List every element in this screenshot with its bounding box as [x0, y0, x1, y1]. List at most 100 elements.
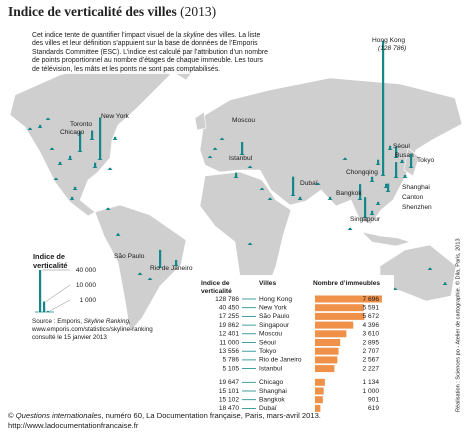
spike-base [147, 277, 153, 280]
spike-base [92, 165, 98, 168]
spike-base [89, 137, 95, 140]
legend-label: 1 000 [79, 297, 96, 304]
spike-base [173, 263, 179, 266]
city-label: Istanbul [229, 155, 253, 162]
spike-base [37, 125, 43, 128]
footer-url: http://www.ladocumentationfrancaise.fr [8, 421, 139, 430]
city-spike [91, 130, 94, 140]
legend-title: Indice de [33, 252, 65, 261]
city-name: Chicago [259, 379, 284, 386]
city-name: Bangkok [259, 396, 285, 403]
buildings-value: 4 396 [362, 322, 379, 329]
legend-label: 10 000 [76, 282, 97, 289]
city-name: Rio de Janeiro [259, 357, 302, 364]
spike-base [290, 193, 296, 196]
city-spike [359, 184, 362, 200]
city-label: Séoul [393, 143, 410, 150]
land [194, 111, 207, 131]
city-label: Chicago [60, 129, 85, 136]
city-label: Moscou [232, 117, 255, 124]
spike-base [207, 155, 213, 158]
spike-base [342, 157, 348, 160]
city-spike [377, 159, 380, 165]
index-value: 15 101 [219, 388, 240, 395]
legend-spike [47, 310, 50, 312]
buildings-bar [315, 378, 325, 386]
index-value: 128 786 [215, 296, 239, 303]
city-name: São Paulo [259, 313, 290, 320]
land [199, 77, 463, 225]
spike-base [105, 207, 111, 210]
city-name: Séoul [259, 339, 276, 346]
buildings-bar [315, 339, 341, 346]
spike-base [247, 242, 253, 245]
buildings-bar [315, 312, 365, 320]
buildings-value: 3 610 [362, 331, 379, 338]
spike-base [315, 182, 321, 185]
spike-base [393, 175, 399, 178]
footer: © Questions internationales, numéro 60, … [8, 411, 321, 431]
index-value: 19 647 [219, 379, 240, 386]
index-value: 5 786 [222, 357, 239, 364]
description-italic: skyline [183, 32, 205, 39]
city-label: São Paulo [114, 253, 145, 260]
city-label: Busan [395, 152, 414, 159]
spike-base [393, 155, 399, 158]
buildings-bar [315, 347, 339, 355]
city-label: Dubaï [300, 180, 318, 187]
spike-base [112, 137, 118, 140]
city-label: Shenzhen [402, 204, 432, 211]
index-value: 13 556 [219, 348, 240, 355]
city-name: Moscou [259, 331, 282, 338]
spike-base [327, 197, 333, 200]
index-value: 18 470 [219, 405, 240, 412]
spike-base [72, 187, 78, 190]
city-label: Tokyo [417, 157, 435, 164]
index-value: 40 450 [219, 304, 240, 311]
spike-base [385, 189, 391, 192]
legend-leader [49, 299, 71, 312]
buildings-value: 2 707 [362, 348, 379, 355]
city-spike [79, 131, 82, 152]
table-header: verticalité [201, 288, 232, 295]
table-header: Indice de [201, 280, 230, 287]
spike-base [427, 267, 433, 270]
description: Cet indice tente de quantifier l’impact … [32, 32, 270, 75]
buildings-bar [315, 404, 321, 412]
index-value: 5 105 [222, 365, 239, 372]
spike-base [267, 197, 273, 200]
footer-text: © [8, 411, 16, 420]
spike-base [369, 179, 375, 182]
spike-base [97, 157, 103, 160]
city-name: New York [259, 304, 288, 311]
title-main: Indice de verticalité des villes [8, 4, 177, 19]
spike-base [212, 147, 218, 150]
table-header: Nombre d’immeubles [313, 280, 380, 287]
buildings-bar [315, 396, 323, 404]
spike-base [375, 162, 381, 165]
city-note: (128 786) [378, 45, 406, 52]
spike-base [375, 202, 381, 205]
footer-text: , numéro 60, La Documentation française,… [101, 411, 321, 420]
spike-base [297, 197, 303, 200]
city-name: Tokyo [259, 348, 277, 355]
buildings-bar [315, 304, 364, 312]
city-label: Singapour [350, 216, 381, 223]
city-spike [175, 259, 178, 266]
buildings-value: 2 567 [362, 357, 379, 364]
spike-base [247, 165, 253, 168]
spike-base [408, 165, 414, 168]
city-label: Bangkok [336, 190, 362, 197]
city-spike [235, 172, 238, 178]
buildings-bar [315, 321, 354, 329]
source-date: consulté le 15 janvier 2013 [32, 333, 107, 341]
land [9, 57, 171, 217]
buildings-bar [315, 356, 338, 364]
buildings-value: 5 591 [362, 304, 379, 311]
legend-title: verticalité [33, 261, 68, 270]
buildings-value: 7 696 [362, 296, 379, 303]
city-spike [382, 40, 385, 176]
buildings-value: 1 134 [362, 379, 379, 386]
